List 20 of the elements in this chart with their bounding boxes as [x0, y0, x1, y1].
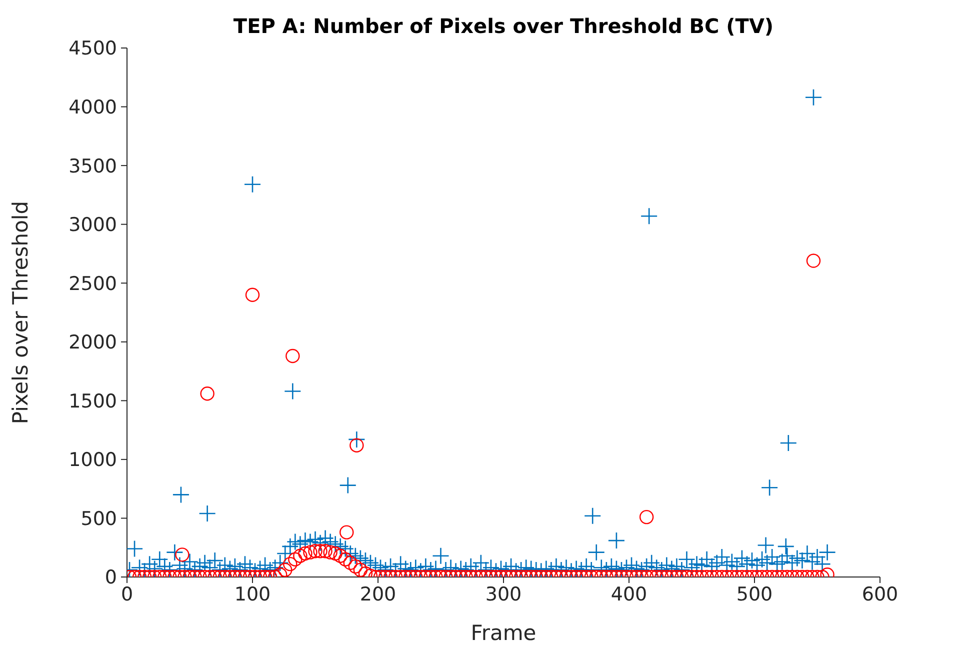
x-tick-label: 500 — [736, 583, 773, 606]
x-tick-label: 200 — [360, 583, 396, 606]
y-tick-label: 4000 — [68, 96, 117, 119]
chart-title: TEP A: Number of Pixels over Threshold BC (TV) — [232, 14, 775, 38]
x-tick-label: 300 — [485, 583, 522, 606]
y-tick-label: 2000 — [68, 332, 117, 354]
y-tick-label: 1500 — [68, 390, 117, 412]
y-tick-label: 3000 — [68, 214, 117, 236]
x-tick-label: 100 — [234, 583, 271, 606]
x-tick-label: 0 — [120, 583, 134, 606]
y-tick-label: 3500 — [68, 155, 117, 178]
y-tick-label: 0 — [104, 566, 117, 589]
x-tick-label: 600 — [862, 583, 898, 606]
x-axis-title: Frame — [470, 621, 536, 645]
y-tick-label: 500 — [80, 508, 117, 530]
y-tick-label: 4500 — [68, 38, 117, 60]
y-tick-label: 1000 — [68, 449, 117, 472]
y-tick-label: 2500 — [68, 272, 117, 295]
x-tick-label: 400 — [610, 583, 648, 606]
y-axis-title: Pixels over Threshold — [8, 200, 32, 424]
